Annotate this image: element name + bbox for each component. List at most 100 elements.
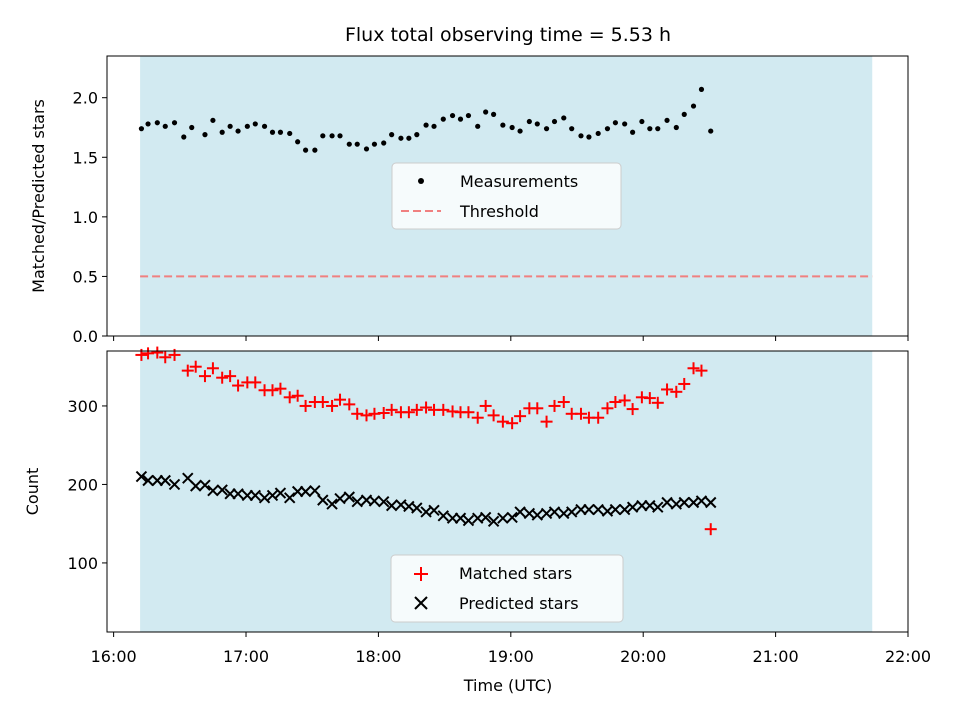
matched-star-point [181, 364, 194, 377]
x-tick-label: 18:00 [355, 647, 401, 666]
matched-star-point [249, 376, 262, 389]
predicted-star-point [199, 479, 211, 491]
predicted-star-point [309, 485, 321, 497]
measurement-point [252, 121, 258, 127]
measurement-point [543, 126, 550, 132]
predicted-star-point [437, 510, 449, 522]
matched-star-point [557, 396, 570, 409]
predicted-star-point [497, 512, 509, 524]
measurement-point [490, 111, 497, 117]
matched-star-point [402, 406, 415, 419]
predicted-star-point [626, 501, 639, 513]
measurement-point [639, 118, 645, 125]
matched-star-point [574, 407, 587, 420]
measurement-point [277, 129, 284, 135]
measurement-point [622, 121, 628, 127]
y-tick-label: 1.0 [73, 208, 98, 227]
predicted-star-point [368, 495, 381, 507]
matched-star-point [548, 399, 561, 412]
measurement-point [371, 141, 378, 147]
matched-star-point [704, 523, 717, 536]
matched-star-point [514, 410, 527, 423]
predicted-star-point [428, 504, 440, 517]
measurement-point [483, 109, 489, 115]
predicted-star-point [232, 488, 244, 500]
matched-star-point [224, 370, 237, 383]
measurement-point [312, 147, 318, 153]
predicted-star-point [506, 511, 518, 524]
measurement-point [337, 133, 343, 139]
y-tick-label: 0.5 [73, 267, 98, 286]
predicted-star-point [462, 514, 475, 527]
count-legend-box [390, 554, 624, 623]
ratio-legend-box [391, 162, 622, 230]
predicted-star-point [705, 496, 717, 509]
predicted-star-point [258, 492, 271, 504]
measurement-point [227, 123, 233, 129]
measurement-point [647, 126, 653, 132]
predicted-star-point [583, 503, 595, 516]
measurement-point [673, 124, 679, 131]
measurement-point [244, 123, 250, 129]
predicted-star-point [618, 503, 631, 516]
predicted-star-point [661, 496, 673, 509]
predicted-star-point [487, 515, 500, 528]
predicted-star-point [274, 487, 287, 499]
matched-star-point [351, 407, 364, 420]
legend-predicted-label: Predicted stars [459, 594, 579, 613]
predicted-star-point [454, 512, 467, 524]
matched-star-point [274, 382, 287, 395]
measurement-point [569, 126, 575, 132]
predicted-star-point [334, 492, 346, 505]
predicted-star-point [249, 489, 261, 502]
measurement-point [414, 132, 420, 138]
x-tick-label: 17:00 [223, 647, 269, 666]
measurement-point [320, 133, 326, 139]
chart-title: Flux total observing time = 5.53 h [345, 24, 671, 46]
legend-predicted-marker [414, 596, 428, 610]
matched-star-point [496, 415, 509, 428]
predicted-star-point [385, 499, 398, 512]
matched-star-point [643, 392, 656, 405]
matched-star-point [377, 407, 390, 420]
measurement-point [181, 134, 187, 140]
matched-star-point [506, 417, 519, 430]
measurement-point [171, 120, 178, 126]
measurement-point [354, 141, 360, 147]
ratio-y-axis-ticks: 0.0 0.5 1.0 1.5 2.0 [73, 89, 107, 346]
measurement-point [431, 123, 437, 129]
measurement-point [526, 118, 532, 125]
predicted-star-point [678, 496, 690, 509]
measurement-point [595, 130, 601, 137]
matched-star-point [609, 396, 622, 409]
predicted-star-point [411, 502, 423, 514]
measurement-point [475, 123, 481, 129]
matched-star-point [670, 385, 683, 398]
matched-star-point [360, 409, 373, 422]
measurement-point [202, 132, 208, 138]
x-tick-label: 22:00 [885, 647, 931, 666]
predicted-star-point [479, 511, 492, 524]
measurement-point [235, 128, 241, 134]
predicted-star-point [159, 474, 171, 487]
matched-star-point [410, 403, 423, 416]
measurement-point [517, 128, 523, 134]
time-x-axis-label: Time (UTC) [463, 676, 552, 695]
measurement-point [586, 134, 592, 140]
legend-matched-label: Matched stars [459, 564, 572, 583]
measurement-point [457, 116, 464, 122]
measurement-point [261, 123, 268, 129]
measurement-point [381, 140, 387, 146]
y-tick-label: 1.5 [73, 148, 98, 167]
matched-star-point [479, 399, 492, 412]
ratio-x-axis-ticks [113, 336, 909, 341]
predicted-star-point [609, 503, 622, 516]
matched-star-point [343, 398, 356, 411]
measurement-point [269, 129, 276, 135]
matched-star-point [437, 403, 450, 416]
predicted-star-point [652, 501, 664, 513]
measurement-point [363, 146, 370, 152]
measurement-point [578, 133, 584, 139]
matched-star-point [385, 403, 398, 416]
